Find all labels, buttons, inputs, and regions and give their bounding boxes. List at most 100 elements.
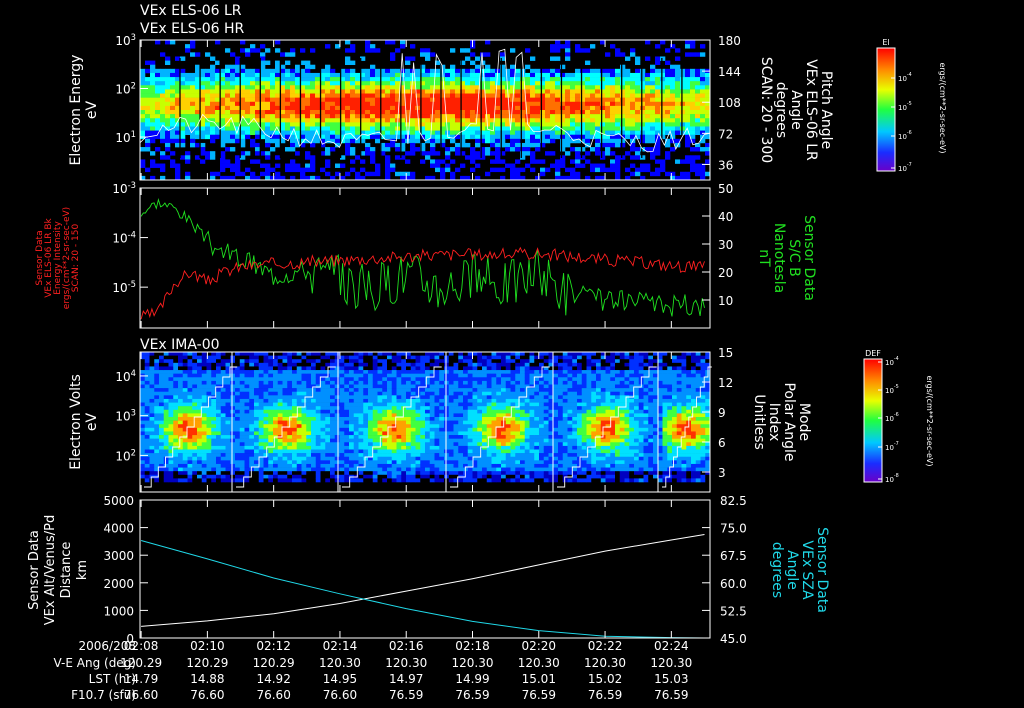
els-cell [480,134,486,140]
els-cell [255,126,261,131]
els-cell [570,93,576,98]
ima-cell [149,442,155,447]
els-cell [255,130,261,136]
els-cell [675,101,681,107]
ima-cell [425,460,431,465]
els-cell [465,77,471,82]
els-cell [430,97,436,103]
ima-cell [149,377,155,382]
ima-cell [154,417,160,421]
els-cell [600,72,606,78]
els-cell [420,85,426,90]
els-cell [505,122,511,127]
ima-cell [230,449,236,454]
els-cell [425,155,431,160]
ima-cell [368,420,374,425]
els-cell [400,138,406,144]
els-cell [390,81,396,86]
els-cell [700,147,706,152]
ima-cell [287,474,293,479]
els-cell [220,159,226,164]
ima-cell [277,463,283,468]
ima-cell [387,377,393,382]
ima-cell [377,471,383,476]
els-cell [365,122,371,127]
els-cell [245,72,251,78]
ima-cell [192,445,198,450]
els-cell [670,138,676,144]
ima-cell [382,460,388,465]
ima-cell [197,391,203,396]
els-cell [255,77,261,82]
ima-cell [372,373,378,378]
ima-cell [178,420,184,425]
els-cell [145,68,151,74]
els-cell [370,126,376,131]
ima-cell [349,478,355,483]
ima-cell [192,467,198,472]
ima-cell [244,435,250,439]
els-y-tick-label-mantissa: 10 [115,131,130,145]
els-cell [360,77,366,82]
els-cell [655,122,661,127]
els-cell [400,105,406,111]
els-cell [550,151,556,156]
ima-cell [258,352,264,356]
ima-cell [230,377,236,382]
els-cell [565,175,571,181]
ima-cell [401,352,407,356]
ima-cell [144,478,150,483]
ima-cell [163,478,169,483]
els-cell [460,68,466,74]
ima-cell [258,398,264,403]
ima-cell [358,406,364,411]
ima-cell [401,420,407,425]
els-cell [140,89,146,94]
els-cell [600,81,606,86]
els-cell [565,110,571,115]
els-cell [205,85,211,90]
els-cell [140,118,146,123]
ima-cell [187,442,193,447]
els-cell [670,97,676,103]
els-cell [570,122,576,127]
els-cell [665,118,671,123]
els-cell [215,72,221,78]
els-cell [360,81,366,86]
ima-cell [173,391,179,396]
els-cell [220,175,226,181]
els-cell [215,81,221,86]
els-cell [405,130,411,136]
ima-cell [382,362,388,367]
els-cell [290,48,296,53]
ima-cell [192,456,198,461]
els-cell [170,114,176,119]
els-cell [215,77,221,82]
ima-cell [206,424,212,429]
els-cell [370,114,376,119]
els-right-axis-label-2: VEx ELS-06 LR [803,59,819,161]
ima-cell [296,413,302,418]
ima-cell [363,445,369,450]
ima-cell [353,352,359,356]
els-cell [405,81,411,86]
els-cell [385,126,391,131]
ima-cell [306,467,312,472]
els-cell [350,134,356,140]
ima-cell [377,362,383,367]
els-cell [370,85,376,90]
ima-cell [363,380,369,385]
els-cell [345,40,351,45]
els-cell [210,101,216,107]
els-cell [395,72,401,78]
els-cell [230,72,236,78]
els-cell [175,105,181,111]
ima-cell [182,417,188,421]
ima-cell [244,395,250,400]
ima-cell [391,417,397,421]
ima-cell [192,395,198,400]
els-cell [165,77,171,82]
ima-cell [315,438,321,443]
ima-cell [201,409,207,414]
ima-cell [149,420,155,425]
